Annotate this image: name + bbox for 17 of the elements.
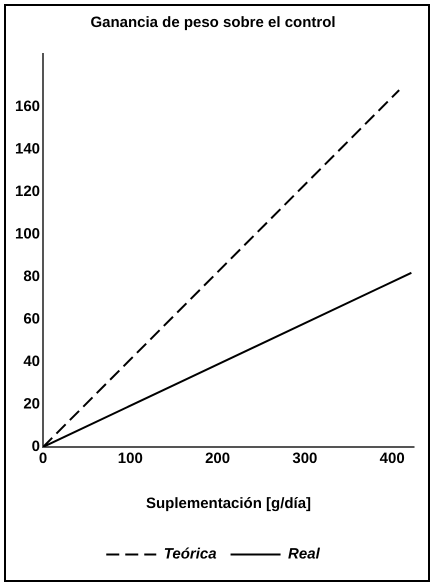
x-tick-label: 200 [205,450,230,468]
y-tick-label: 140 [14,140,40,158]
y-tick-label: 120 [14,183,40,200]
y-tick-label: 160 [14,98,40,116]
y-tick-label: 80 [23,268,40,286]
y-tick-label: 40 [23,353,40,370]
chart-title: Ganancia de peso sobre el control [90,14,336,32]
x-axis-title: Suplementación [g/día] [146,495,312,512]
y-tick-label: 0 [32,438,40,456]
x-tick-label: 300 [292,450,318,468]
legend-label: Real [288,546,321,563]
x-tick-label: 400 [380,450,405,468]
y-tick-label: 100 [14,226,40,243]
legend-label: Teórica [164,546,217,563]
y-tick-label: 20 [23,396,40,413]
x-tick-label: 100 [118,450,143,468]
y-tick-label: 60 [23,310,40,328]
